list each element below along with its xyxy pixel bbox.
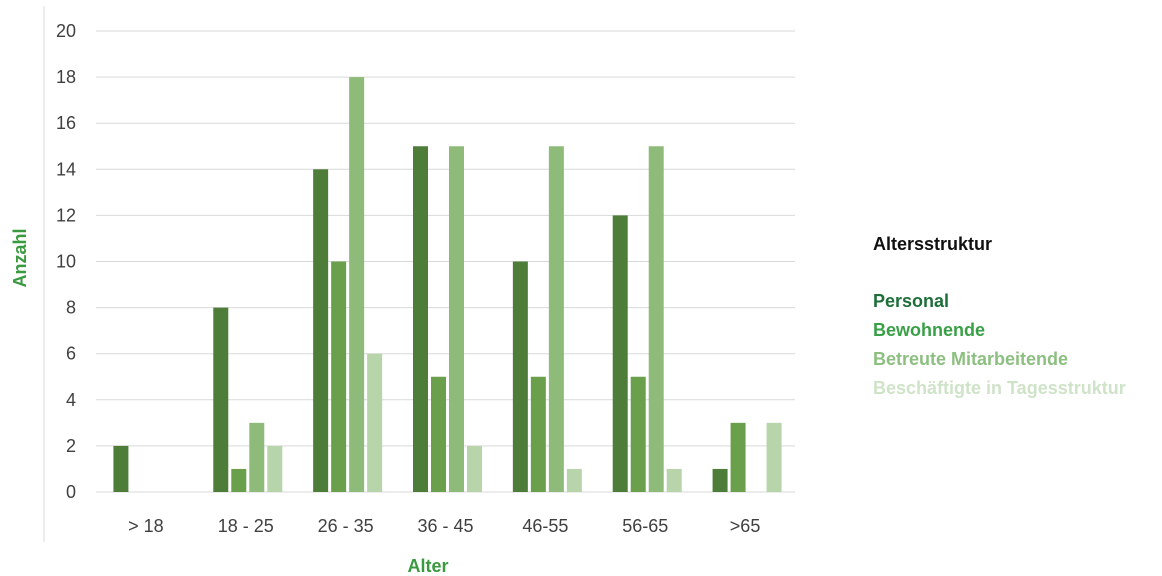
x-tick-label: 18 - 25 <box>218 516 274 536</box>
legend-items: Personal Bewohnende Betreute Mitarbeitende… <box>873 287 1126 403</box>
bars <box>113 77 782 493</box>
bar <box>530 376 546 492</box>
y-tick-label: 4 <box>66 390 76 410</box>
x-tick-label: >65 <box>730 516 761 536</box>
x-tick-label: 46-55 <box>522 516 568 536</box>
y-tick-label: 8 <box>66 298 76 318</box>
x-axis-title: Alter <box>407 556 448 576</box>
y-tick-label: 18 <box>56 67 76 87</box>
legend-title: Altersstruktur <box>873 234 993 254</box>
bar <box>213 307 229 492</box>
y-tick-label: 6 <box>66 344 76 364</box>
legend-item: Beschäftigte in Tagesstruktur <box>873 378 1126 398</box>
bar <box>267 445 283 492</box>
bar <box>431 376 446 492</box>
y-tick-label: 20 <box>56 21 76 41</box>
legend-item: Bewohnende <box>873 320 986 340</box>
bar <box>449 146 464 492</box>
x-axis-tick-labels: > 18 18 - 25 26 - 35 36 - 45 46-55 56-65 >65 <box>128 516 760 536</box>
bar <box>648 146 664 492</box>
bar <box>612 215 628 492</box>
legend: Altersstruktur Personal Bewohnende Betreut… <box>873 230 1126 403</box>
x-tick-label: > 18 <box>128 516 164 536</box>
bar <box>413 146 428 492</box>
x-tick-label: 36 - 45 <box>417 516 473 536</box>
bar <box>712 468 728 492</box>
bar <box>249 422 265 492</box>
bar <box>113 445 129 492</box>
y-tick-label: 10 <box>56 252 76 272</box>
legend-item: Betreute Mitarbeitende <box>873 349 1069 369</box>
y-tick-label: 0 <box>66 482 76 502</box>
bar <box>666 468 682 492</box>
bar <box>331 261 347 492</box>
gridlines <box>96 30 795 493</box>
bar <box>730 422 746 492</box>
y-axis-tick-labels: 0 2 4 6 8 10 12 14 16 18 20 <box>56 21 76 502</box>
bar <box>313 169 329 493</box>
bar <box>566 468 582 492</box>
y-tick-label: 16 <box>56 113 76 133</box>
y-tick-label: 2 <box>66 436 76 456</box>
y-tick-label: 12 <box>56 205 76 225</box>
x-tick-label: 26 - 35 <box>318 516 374 536</box>
legend-item: Personal <box>873 291 950 311</box>
y-tick-label: 14 <box>56 159 76 179</box>
bar <box>630 376 646 492</box>
bar <box>766 422 782 492</box>
x-tick-label: 56-65 <box>622 516 668 536</box>
y-axis-title: Anzahl <box>10 228 30 287</box>
bar <box>349 77 365 492</box>
bar <box>548 146 564 492</box>
bar <box>512 261 528 492</box>
bar <box>367 353 383 492</box>
bar <box>231 468 247 492</box>
bar <box>467 445 482 492</box>
